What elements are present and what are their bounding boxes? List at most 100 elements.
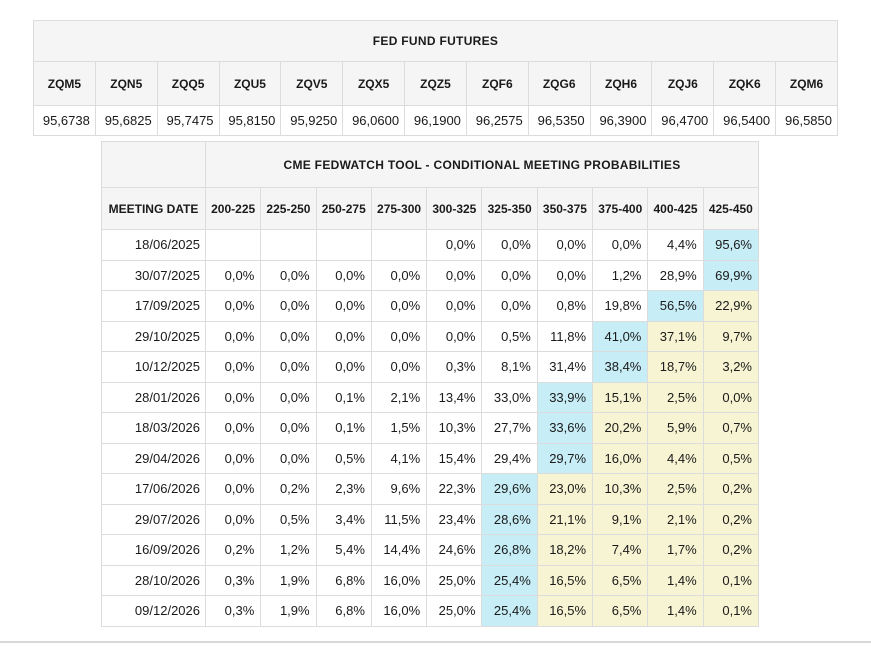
probability-cell: 22,9% [702, 290, 760, 322]
probability-cell: 13,4% [426, 381, 483, 413]
probability-cell: 0,0% [260, 412, 317, 444]
probability-cell: 25,4% [481, 595, 538, 627]
futures-symbol-header: ZQG6 [527, 61, 591, 106]
fedwatch-row: 29/07/2026 0,0% 0,5% 3,4% 11,5% 23,4% 28,6% 21,… [101, 503, 760, 535]
probability-cell: 9,1% [592, 503, 649, 535]
meeting-date-header: MEETING DATE [101, 187, 206, 230]
meeting-date-cell: 18/03/2026 [101, 412, 206, 444]
futures-symbol-header: ZQN5 [94, 61, 158, 106]
meeting-date-cell: 17/06/2026 [101, 473, 206, 505]
probability-cell: 16,5% [536, 595, 594, 627]
probability-cell: 29,4% [481, 442, 538, 474]
probability-cell: 2,5% [647, 381, 704, 413]
probability-cell: 0,5% [481, 320, 538, 352]
meeting-date-cell: 29/07/2026 [101, 503, 206, 535]
probability-cell: 0,1% [315, 412, 372, 444]
probability-cell: 29,7% [536, 442, 594, 474]
meeting-date-cell: 10/12/2025 [101, 351, 206, 383]
probability-cell: 0,5% [315, 442, 372, 474]
probability-cell: 4,4% [647, 229, 704, 261]
probability-cell: 4,1% [370, 442, 428, 474]
futures-price-cell: 95,6825 [94, 105, 158, 136]
fedwatch-row: 09/12/2026 0,3% 1,9% 6,8% 16,0% 25,0% 25,4% 16,… [101, 595, 760, 627]
probability-cell: 25,4% [481, 564, 538, 596]
probability-cell: 1,9% [260, 564, 317, 596]
probability-cell: 1,2% [260, 534, 317, 566]
rate-range-header: 225-250 [260, 187, 317, 230]
rate-range-header: 400-425 [647, 187, 704, 230]
probability-cell: 0,3% [426, 351, 483, 383]
fedwatch-row: 29/10/2025 0,0% 0,0% 0,0% 0,0% 0,0% 0,5% 11,8% 4… [101, 320, 760, 352]
probability-cell: 0,0% [536, 259, 594, 291]
probability-cell: 0,8% [536, 290, 594, 322]
probability-cell: 33,0% [481, 381, 538, 413]
probability-cell: 18,7% [647, 351, 704, 383]
probability-cell: 10,3% [426, 412, 483, 444]
probability-cell: 0,5% [260, 503, 317, 535]
meeting-date-cell: 29/04/2026 [101, 442, 206, 474]
futures-symbol-header: ZQU5 [218, 61, 282, 106]
fedwatch-row: 17/09/2025 0,0% 0,0% 0,0% 0,0% 0,0% 0,0% 0,8% 19… [101, 290, 760, 322]
futures-symbol-header: ZQM6 [775, 61, 838, 106]
rate-range-header: 275-300 [370, 187, 428, 230]
futures-symbol-header: ZQX5 [342, 61, 406, 106]
futures-price-cell: 96,2575 [465, 105, 529, 136]
probability-cell: 0,0% [204, 320, 262, 352]
probability-cell: 28,6% [481, 503, 538, 535]
futures-symbol-header: ZQZ5 [404, 61, 467, 106]
probability-cell: 8,1% [481, 351, 538, 383]
futures-symbol-header: ZQM5 [33, 61, 96, 106]
futures-symbol-header: ZQV5 [280, 61, 344, 106]
probability-cell: 69,9% [702, 259, 760, 291]
futures-price-cell: 96,1900 [404, 105, 467, 136]
fedwatch-row: 18/03/2026 0,0% 0,0% 0,1% 1,5% 10,3% 27,7% 33,6… [101, 412, 760, 444]
meeting-date-cell: 30/07/2025 [101, 259, 206, 291]
rate-range-header: 200-225 [204, 187, 262, 230]
probability-cell: 5,4% [315, 534, 372, 566]
futures-price-cell: 96,5350 [527, 105, 591, 136]
probability-cell: 20,2% [592, 412, 649, 444]
meeting-date-cell: 16/09/2026 [101, 534, 206, 566]
probability-cell: 11,5% [370, 503, 428, 535]
fedwatch-header-row: MEETING DATE 200-225 225-250 250-275 275-30… [101, 187, 760, 230]
probability-cell: 9,6% [370, 473, 428, 505]
probability-cell: 7,4% [592, 534, 649, 566]
fedwatch-row: 10/12/2025 0,0% 0,0% 0,0% 0,0% 0,3% 8,1% 31,4% 3… [101, 351, 760, 383]
probability-cell: 0,0% [260, 442, 317, 474]
probability-cell: 0,2% [702, 534, 760, 566]
probability-cell: 0,0% [260, 290, 317, 322]
rate-range-header: 300-325 [426, 187, 483, 230]
futures-symbol-header: ZQJ6 [651, 61, 715, 106]
probability-cell: 0,0% [204, 442, 262, 474]
probability-cell: 0,0% [315, 351, 372, 383]
probability-cell: 2,1% [370, 381, 428, 413]
meeting-date-cell: 09/12/2026 [101, 595, 206, 627]
probability-cell: 0,2% [702, 503, 760, 535]
probability-cell: 37,1% [647, 320, 704, 352]
probability-cell: 4,4% [647, 442, 704, 474]
bottom-divider [0, 641, 871, 643]
probability-cell: 41,0% [592, 320, 649, 352]
probability-cell: 29,6% [481, 473, 538, 505]
probability-cell: 11,8% [536, 320, 594, 352]
probability-cell: 19,8% [592, 290, 649, 322]
probability-cell: 0,0% [204, 381, 262, 413]
probability-cell: 31,4% [536, 351, 594, 383]
probability-cell: 0,3% [204, 564, 262, 596]
probability-cell: 0,0% [370, 351, 428, 383]
fedwatch-row: 29/04/2026 0,0% 0,0% 0,5% 4,1% 15,4% 29,4% 29,7… [101, 442, 760, 474]
probability-cell: 0,0% [481, 259, 538, 291]
fedwatch-row: 28/01/2026 0,0% 0,0% 0,1% 2,1% 13,4% 33,0% 33,9… [101, 381, 760, 413]
probability-cell: 0,0% [204, 412, 262, 444]
probability-cell: 1,7% [647, 534, 704, 566]
futures-price-cell: 95,9250 [280, 105, 344, 136]
probability-cell [315, 229, 372, 261]
futures-price-cell: 95,6738 [33, 105, 96, 136]
futures-price-cell: 96,4700 [651, 105, 715, 136]
probability-cell: 6,5% [592, 564, 649, 596]
probability-cell: 38,4% [592, 351, 649, 383]
probability-cell: 3,4% [315, 503, 372, 535]
probability-cell: 16,0% [592, 442, 649, 474]
rate-range-header: 425-450 [702, 187, 760, 230]
futures-symbol-header: ZQH6 [589, 61, 653, 106]
